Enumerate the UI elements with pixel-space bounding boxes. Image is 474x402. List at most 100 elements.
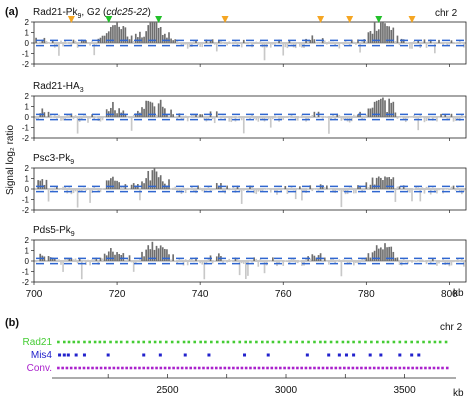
signal-bar	[105, 109, 108, 117]
signal-bar	[49, 189, 52, 191]
signal-bar	[124, 27, 127, 43]
feature-dot	[433, 340, 437, 344]
signal-bar	[311, 189, 314, 192]
feature-dot	[74, 366, 77, 370]
signal-bar	[454, 189, 457, 191]
feature-dot	[207, 353, 211, 357]
signal-bar	[43, 112, 46, 117]
signal-bar	[342, 189, 345, 192]
feature-triangle-marker	[105, 16, 113, 23]
signal-bar	[147, 25, 150, 43]
signal-bar	[209, 39, 212, 43]
feature-dot	[352, 340, 355, 344]
signal-bar	[392, 177, 395, 189]
feature-dot	[115, 340, 118, 344]
feature-dot	[226, 340, 230, 344]
track-title-3-main: Psc3-Pk	[33, 153, 71, 164]
signal-bar	[145, 178, 147, 189]
signal-bar	[296, 117, 299, 121]
signal-bar	[130, 184, 133, 189]
signal-bar	[126, 188, 129, 189]
signal-bar	[409, 189, 411, 193]
signal-bar	[110, 26, 112, 43]
signal-bar	[272, 117, 274, 120]
signal-bar	[284, 116, 287, 117]
signal-bar	[60, 189, 62, 190]
dot-track-label: Mis4	[31, 350, 53, 361]
signal-bar	[228, 41, 231, 43]
signal-bar	[404, 187, 407, 189]
y-tick-label: -1	[22, 50, 30, 59]
signal-bar	[105, 180, 108, 189]
signal-bar	[388, 177, 390, 189]
signal-bar	[153, 249, 156, 261]
feature-dot	[236, 366, 239, 370]
signal-bar	[257, 117, 260, 122]
track-title-2: Rad21-HA3	[33, 81, 84, 94]
signal-bar	[161, 247, 164, 261]
signal-bar	[380, 98, 382, 117]
signal-bar	[272, 189, 274, 190]
signal-bar	[373, 101, 376, 117]
signal-bar	[58, 43, 60, 56]
feature-dot	[138, 366, 141, 370]
signal-bar	[367, 108, 370, 117]
signal-bar	[294, 261, 297, 263]
signal-bar	[338, 189, 341, 191]
signal-bar	[218, 116, 220, 118]
signal-bar	[188, 258, 191, 261]
signal-bar	[184, 259, 187, 261]
feature-dot	[307, 340, 310, 344]
feature-dot	[82, 366, 86, 370]
feature-dot	[57, 340, 60, 344]
signal-bar	[118, 254, 120, 261]
signal-bar	[37, 180, 39, 189]
signal-bar	[265, 117, 268, 119]
signal-bar	[68, 258, 71, 261]
feature-triangle-marker	[155, 16, 163, 23]
feature-triangle-marker	[317, 16, 325, 23]
signal-bar	[253, 257, 255, 261]
signal-bar	[434, 189, 436, 193]
signal-bar	[292, 116, 295, 117]
signal-bar	[213, 117, 216, 124]
signal-bar	[186, 261, 189, 266]
signal-bar	[166, 114, 168, 117]
signal-bar	[107, 31, 110, 43]
signal-bar	[377, 248, 380, 261]
feature-dot	[69, 366, 73, 370]
signal-bar	[315, 116, 318, 118]
feature-dot	[104, 366, 107, 370]
feature-dot	[351, 366, 355, 370]
signal-bar	[128, 39, 131, 43]
signal-bar	[338, 114, 341, 117]
signal-bar	[85, 115, 87, 117]
track-plot-rad21-pk9: -2-1 01 2	[22, 16, 467, 69]
feature-dot	[271, 340, 275, 344]
signal-bar	[211, 39, 214, 43]
feature-dot	[266, 366, 269, 370]
signal-bar	[284, 43, 287, 48]
signal-bar	[377, 29, 380, 43]
signal-bar	[89, 117, 91, 119]
signal-bar	[222, 115, 224, 117]
signal-bar	[386, 26, 388, 43]
signal-bar	[56, 259, 58, 261]
signal-bar	[369, 257, 372, 261]
panel-a-letter: (a)	[5, 6, 19, 18]
signal-bar	[49, 114, 52, 117]
signal-bar	[91, 259, 93, 261]
signal-bar	[342, 43, 345, 46]
signal-bar	[103, 35, 106, 43]
signal-bar	[307, 40, 309, 43]
signal-bar	[159, 175, 162, 189]
feature-dot	[335, 340, 339, 344]
signal-bar	[413, 41, 415, 43]
feature-dot	[389, 366, 393, 370]
signal-bar	[332, 114, 334, 117]
signal-bar	[72, 259, 75, 261]
signal-bar	[417, 117, 420, 131]
signal-bar	[274, 115, 276, 117]
signal-bar	[305, 258, 307, 261]
signal-bar	[446, 117, 449, 121]
